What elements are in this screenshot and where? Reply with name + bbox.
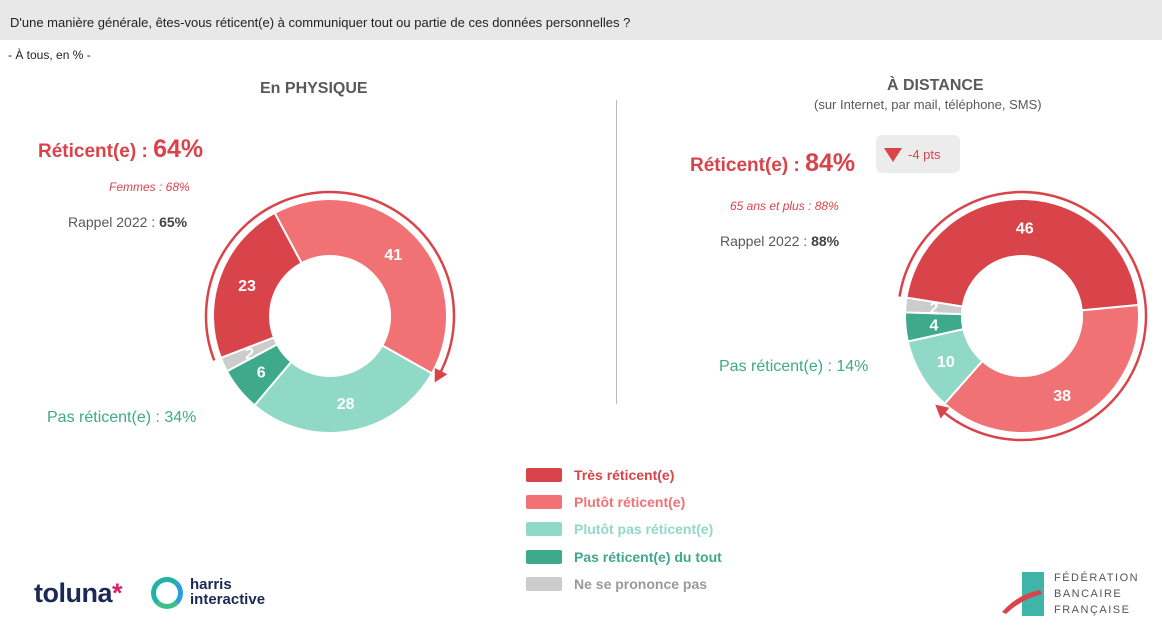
fbf-mark-icon	[1002, 572, 1044, 616]
base-note: - À tous, en % -	[8, 48, 91, 62]
slice-value-label: 46	[1016, 221, 1034, 238]
question-text: D'une manière générale, êtes-vous rétice…	[10, 15, 631, 30]
harris-ring-icon	[151, 577, 183, 609]
donut-slice	[273, 198, 448, 375]
question-bar	[0, 0, 1162, 40]
down-triangle-icon	[884, 148, 902, 162]
fbf-line1: FÉDÉRATION	[1054, 572, 1140, 584]
reticent-summary-distance: Réticent(e) : 84%	[690, 149, 855, 178]
evolution-badge: -4 pts	[876, 135, 960, 173]
slice-value-label: 10	[937, 354, 955, 371]
legend-item: Pas réticent(e) du tout	[526, 548, 786, 568]
reticent-arc	[204, 190, 456, 378]
reticent-arc-arrowhead	[434, 368, 448, 383]
reticent-label: Réticent(e) :	[38, 141, 148, 162]
evolution-value: -4 pts	[908, 147, 941, 162]
legend-label: Ne se prononce pas	[574, 576, 708, 592]
highlight-distance: 65 ans et plus : 88%	[730, 199, 839, 213]
rappel-value: 65%	[159, 214, 188, 230]
reticent-pct: 84%	[805, 149, 856, 177]
harris-logo: harris interactive	[190, 577, 265, 607]
pas-reticent-physique: Pas réticent(e) : 34%	[47, 409, 197, 426]
donut-slice	[905, 198, 1140, 312]
slice-value-label: 6	[257, 365, 266, 382]
panel-subtitle-distance: (sur Internet, par mail, téléphone, SMS)	[814, 97, 1042, 112]
fbf-line3: FRANÇAISE	[1054, 604, 1131, 616]
legend-swatch	[526, 522, 562, 536]
reticent-arc-arrowhead	[935, 404, 950, 419]
slice-value-label: 2	[245, 346, 254, 363]
highlight-physique: Femmes : 68%	[109, 180, 190, 194]
slice-value-label: 23	[238, 278, 256, 295]
legend-label: Plutôt réticent(e)	[574, 494, 686, 510]
fbf-logo: FÉDÉRATION BANCAIRE FRANÇAISE	[1054, 570, 1139, 618]
reticent-pct: 64%	[153, 135, 204, 163]
panel-title-physique: En PHYSIQUE	[260, 80, 368, 97]
reticent-label: Réticent(e) :	[690, 155, 800, 176]
harris-line1: harris	[190, 576, 232, 593]
legend-label: Pas réticent(e) du tout	[574, 549, 722, 565]
legend-swatch	[526, 550, 562, 564]
legend-item: Ne se prononce pas	[526, 575, 786, 595]
rappel-label: Rappel 2022 :	[720, 233, 808, 249]
legend-swatch	[526, 577, 562, 591]
donut-slice	[943, 303, 1140, 434]
slice-value-label: 38	[1053, 388, 1071, 405]
slice-value-label: 41	[384, 247, 402, 264]
donut-slice	[904, 296, 964, 316]
rappel-label: Rappel 2022 :	[68, 214, 156, 230]
legend-item: Plutôt pas réticent(e)	[526, 520, 786, 540]
slice-value-label: 4	[929, 317, 938, 334]
legend-label: Très réticent(e)	[574, 467, 675, 483]
legend-swatch	[526, 495, 562, 509]
donut-slice	[212, 211, 304, 360]
legend-label: Plutôt pas réticent(e)	[574, 521, 714, 537]
reticent-summary-physique: Réticent(e) : 64%	[38, 135, 203, 164]
slice-value-label: 28	[337, 396, 355, 413]
rappel-distance: Rappel 2022 : 88%	[720, 233, 839, 249]
rappel-physique: Rappel 2022 : 65%	[68, 214, 187, 230]
rappel-value: 88%	[811, 233, 840, 249]
panel-title-distance: À DISTANCE	[887, 77, 984, 94]
panel-divider	[616, 100, 617, 404]
donut-slice	[253, 344, 434, 434]
slice-value-label: 2	[929, 301, 938, 318]
toluna-logo: toluna*	[34, 578, 123, 609]
legend-item: Très réticent(e)	[526, 466, 786, 486]
harris-line2: interactive	[190, 591, 266, 608]
asterisk-icon: *	[112, 578, 123, 608]
legend-swatch	[526, 468, 562, 482]
pas-reticent-distance: Pas réticent(e) : 14%	[719, 358, 869, 375]
fbf-line2: BANCAIRE	[1054, 588, 1123, 600]
legend-item: Plutôt réticent(e)	[526, 493, 786, 513]
donut-slice	[219, 336, 279, 373]
reticent-arc	[898, 190, 1148, 442]
toluna-wordmark: toluna	[34, 578, 113, 608]
